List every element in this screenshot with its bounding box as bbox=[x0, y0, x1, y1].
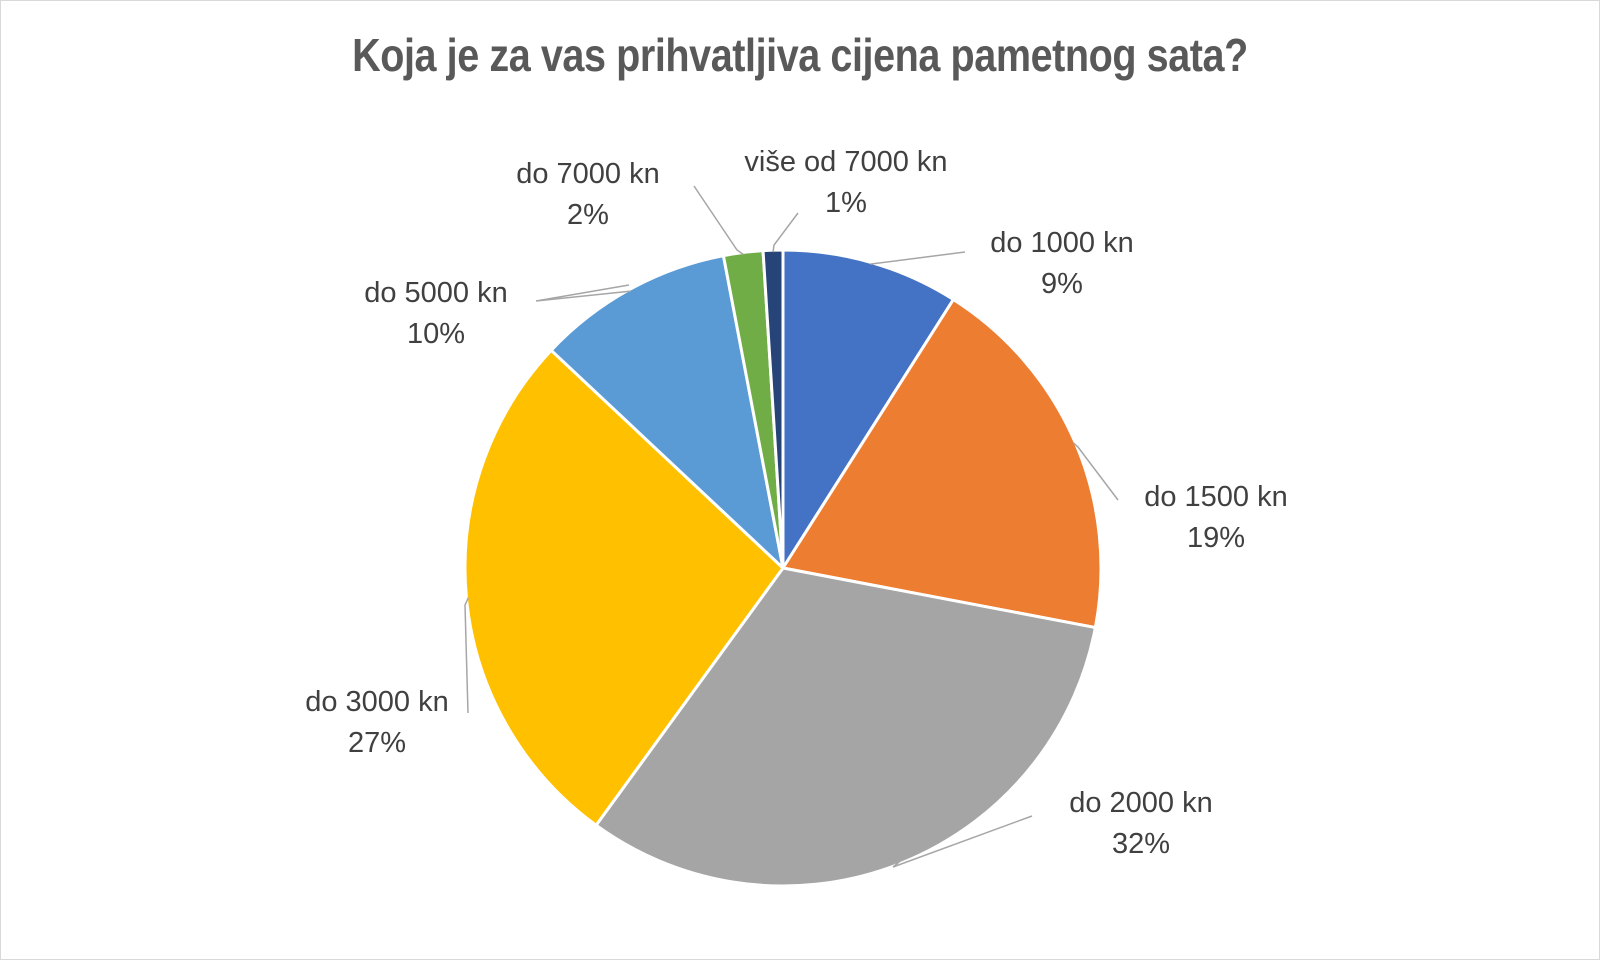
data-label-1: do 1000 kn 9% bbox=[990, 227, 1134, 300]
value-label: 1% bbox=[825, 187, 867, 219]
data-label-4: do 3000 kn 27% bbox=[305, 686, 449, 759]
leader-line-5 bbox=[535, 284, 631, 302]
category-label: do 7000 kn bbox=[516, 158, 660, 190]
value-label: 19% bbox=[1187, 522, 1245, 554]
data-label-6: do 7000 kn 2% bbox=[516, 158, 660, 231]
data-label-2: do 1500 kn 19% bbox=[1144, 481, 1288, 554]
data-label-5: do 5000 kn 10% bbox=[364, 277, 508, 350]
leader-line-3 bbox=[892, 815, 1033, 868]
data-label-3: do 2000 kn 32% bbox=[1069, 787, 1213, 860]
category-label: do 3000 kn bbox=[305, 686, 449, 718]
chart-title: Koja je za vas prihvatljiva cijena pamet… bbox=[352, 29, 1248, 81]
category-label: više od 7000 kn bbox=[744, 146, 947, 178]
value-label: 32% bbox=[1112, 828, 1170, 860]
category-label: do 1000 kn bbox=[990, 227, 1134, 259]
category-label: do 5000 kn bbox=[364, 277, 508, 309]
pie-slices bbox=[463, 248, 1103, 888]
category-label: do 2000 kn bbox=[1069, 787, 1213, 819]
pie-slice-5 bbox=[549, 254, 785, 570]
leader-line-7 bbox=[772, 212, 799, 253]
value-label: 9% bbox=[1041, 268, 1083, 300]
leader-lines bbox=[464, 185, 1119, 868]
data-label-7: više od 7000 kn 1% bbox=[744, 146, 947, 219]
leader-line-2 bbox=[1072, 441, 1119, 501]
pie-slice-2 bbox=[781, 298, 1103, 630]
value-label: 2% bbox=[567, 199, 609, 231]
pie-slice-1 bbox=[781, 248, 955, 570]
value-label: 27% bbox=[348, 727, 406, 759]
leader-line-1 bbox=[870, 251, 966, 265]
leader-line-4 bbox=[464, 597, 470, 714]
leader-line-6 bbox=[693, 185, 744, 256]
value-label: 10% bbox=[407, 318, 465, 350]
pie-slice-4 bbox=[463, 348, 785, 827]
category-label: do 1500 kn bbox=[1144, 481, 1288, 513]
